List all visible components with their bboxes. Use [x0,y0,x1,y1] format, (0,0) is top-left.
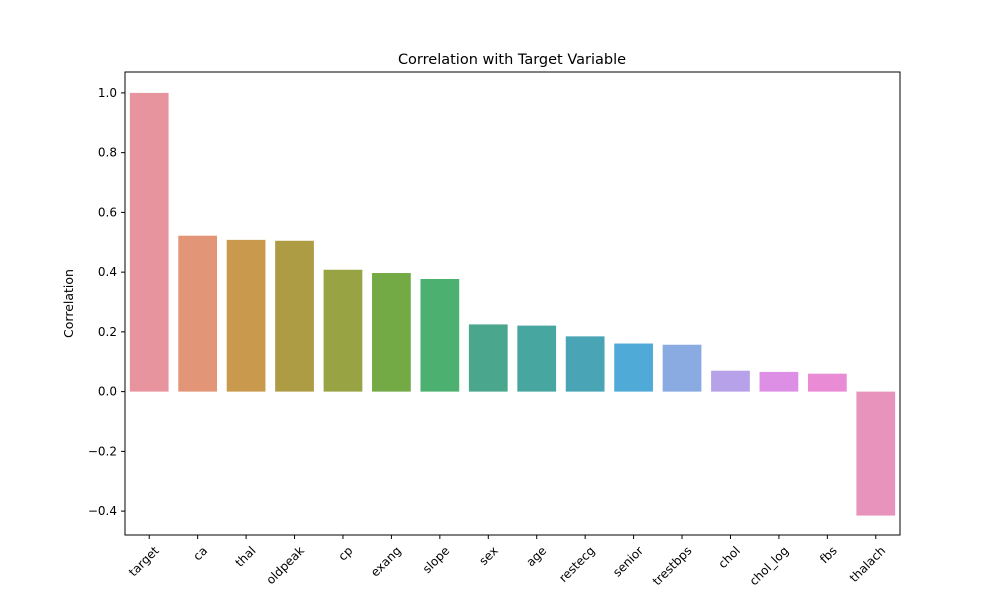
y-tick-label: 0.0 [98,385,117,399]
bars-group [129,92,896,516]
x-tick-label: exang [368,544,404,580]
plot-area-frame [124,71,901,536]
x-tick-label: restecg [556,544,597,585]
y-axis-label: Correlation [61,269,76,338]
x-tick-label: oldpeak [263,544,307,588]
y-axis: −0.4 −0.2 0.0 0.2 0.4 0.6 0.8 1.0 [88,86,125,518]
x-tick-label: chol [715,544,742,571]
bar-target [129,92,169,392]
y-tick-label: 0.8 [98,146,117,160]
chart-title: Correlation with Target Variable [398,52,626,68]
bar-trestbps [662,344,702,392]
x-tick-label: sex [476,544,500,568]
bar-ca [178,235,218,392]
bar-sex [468,324,508,392]
y-tick-label: 0.4 [98,265,117,279]
y-tick-label: 0.2 [98,325,117,339]
bar-age [517,325,557,392]
bar-chol_log [759,371,799,392]
x-tick-label: target [126,543,162,579]
x-tick-label: cp [336,544,356,564]
x-tick-label: thalach [847,544,888,585]
y-tick-label: −0.4 [88,504,117,518]
x-tick-label: age [523,544,549,570]
x-tick-label: ca [190,544,210,564]
bar-senior [614,343,653,392]
bar-thalach [856,391,896,516]
x-tick-label: thal [232,544,258,570]
bar-exang [372,273,411,392]
x-tick-label: slope [420,544,452,576]
x-tick-label: chol_log [747,544,792,589]
bar-thal [226,239,266,392]
x-tick-label: fbs [817,544,840,567]
bar-slope [420,279,460,392]
x-tick-label: senior [610,544,646,580]
y-tick-label: 1.0 [98,86,117,100]
bar-chol [711,370,750,392]
x-axis: target ca thal oldpeak cp exang slope sex age res… [126,535,888,588]
bar-restecg [565,336,605,392]
bar-fbs [807,373,847,392]
bar-cp [323,269,363,392]
y-tick-label: 0.6 [98,205,117,219]
y-tick-label: −0.2 [88,444,117,458]
bar-oldpeak [275,240,314,392]
x-tick-label: trestbps [650,544,695,589]
